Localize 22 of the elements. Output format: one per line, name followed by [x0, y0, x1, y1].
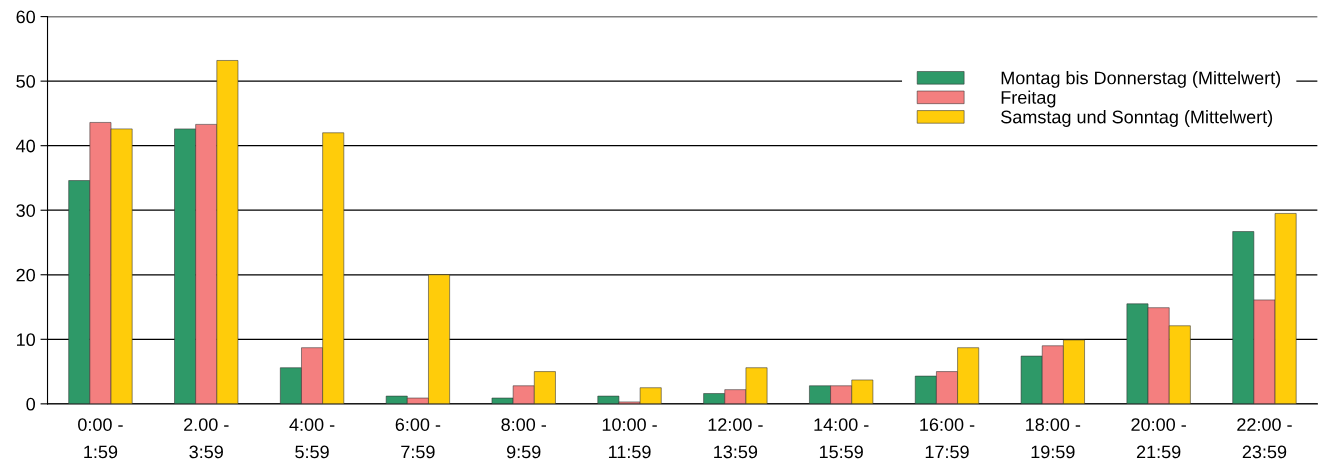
y-tick-label: 40 [16, 139, 36, 153]
x-tick-label: 10:00 - 11:59 [602, 418, 657, 459]
y-tick-label: 50 [16, 75, 36, 88]
x-tick-label: 18:00 - 19:59 [1026, 418, 1081, 459]
x-tick-label: 4:00 - 5:59 [289, 418, 335, 459]
y-tick-label: 20 [16, 268, 36, 282]
x-tick-label: 6:00 - 7:59 [395, 418, 441, 459]
x-tick-label: 14:00 - 15:59 [814, 418, 869, 459]
x-tick-label: 12:00 - 13:59 [708, 418, 763, 459]
x-tick-label: 22:00 - 23:59 [1237, 418, 1292, 459]
x-tick-label: 2.00 - 3:59 [184, 418, 229, 459]
x-tick-label: 16:00 - 17:59 [920, 418, 975, 459]
y-tick-label: 10 [17, 333, 36, 347]
x-tick-label: 0:00 - 1:59 [78, 418, 123, 459]
legend-label: Freitag [1001, 90, 1056, 108]
x-tick-label: 20:00 - 21:59 [1131, 418, 1186, 459]
y-tick-label: 60 [16, 10, 36, 24]
y-tick-label: 0 [26, 397, 36, 411]
legend-label: Montag bis Donnerstag (Mittelwert) [1001, 71, 1281, 88]
x-tick-label: 8:00 - 9:59 [501, 418, 546, 459]
legend-label: Samstag und Sonntag (Mittelwert) [1001, 110, 1273, 127]
y-tick-label: 30 [16, 204, 36, 217]
